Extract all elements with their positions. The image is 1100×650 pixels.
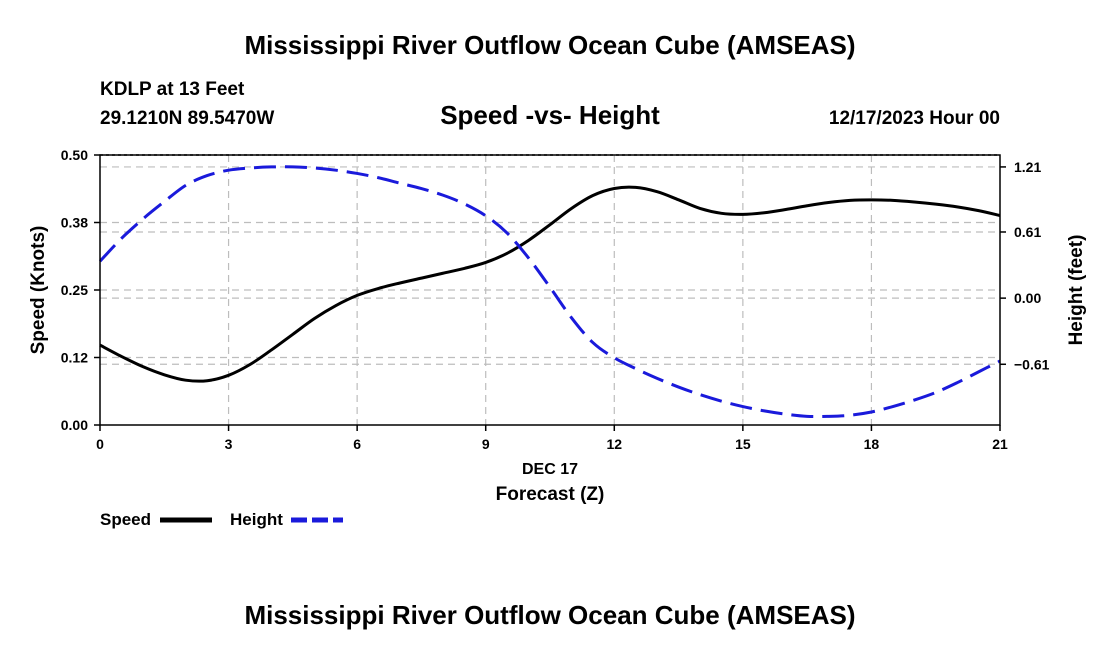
y-axis-right-label: Height (feet) <box>1066 235 1087 346</box>
station-label: KDLP at 13 Feet <box>100 79 245 100</box>
grid <box>100 155 1000 425</box>
x-tick-label: 0 <box>96 436 104 452</box>
y-right-tick-label: 0.61 <box>1014 224 1041 240</box>
height-series-line <box>98 165 1001 419</box>
y-left-tick-label: 0.50 <box>61 147 88 163</box>
x-tick-label: 9 <box>482 436 490 452</box>
x-axis-date-label: DEC 17 <box>522 461 578 478</box>
legend-speed-label: Speed <box>100 510 151 529</box>
coordinates-label: 29.1210N 89.5470W <box>100 108 274 129</box>
x-tick-label: 18 <box>864 436 880 452</box>
y-left-tick-label: 0.12 <box>61 350 88 366</box>
y-axis-left-label: Speed (Knots) <box>28 226 49 355</box>
legend: Speed Height <box>100 510 343 529</box>
y-left-tick-label: 0.25 <box>61 282 88 298</box>
x-tick-label: 6 <box>353 436 361 452</box>
chart-subtitle: Speed -vs- Height <box>440 100 660 130</box>
datetime-label: 12/17/2023 Hour 00 <box>829 108 1000 129</box>
x-tick-label: 15 <box>735 436 751 452</box>
y-left-tick-label: 0.00 <box>61 417 88 433</box>
footer-title: Mississippi River Outflow Ocean Cube (AM… <box>244 600 855 630</box>
x-axis-label: Forecast (Z) <box>496 484 605 505</box>
series-layer <box>98 165 1001 419</box>
y-right-tick-label: −0.61 <box>1014 356 1050 372</box>
ticks: 0 3 6 9 12 15 18 21 0.00 0.12 0.25 0.38 0.50 −0.61 0.0… <box>61 147 1050 452</box>
y-left-tick-label: 0.38 <box>61 215 88 231</box>
y-right-tick-label: 0.00 <box>1014 290 1041 306</box>
x-tick-label: 21 <box>992 436 1008 452</box>
x-tick-label: 12 <box>606 436 622 452</box>
speed-series-line <box>99 185 1001 383</box>
legend-height-label: Height <box>230 510 283 529</box>
y-right-tick-label: 1.21 <box>1014 159 1041 175</box>
x-tick-label: 3 <box>225 436 233 452</box>
chart-title: Mississippi River Outflow Ocean Cube (AM… <box>244 30 855 60</box>
